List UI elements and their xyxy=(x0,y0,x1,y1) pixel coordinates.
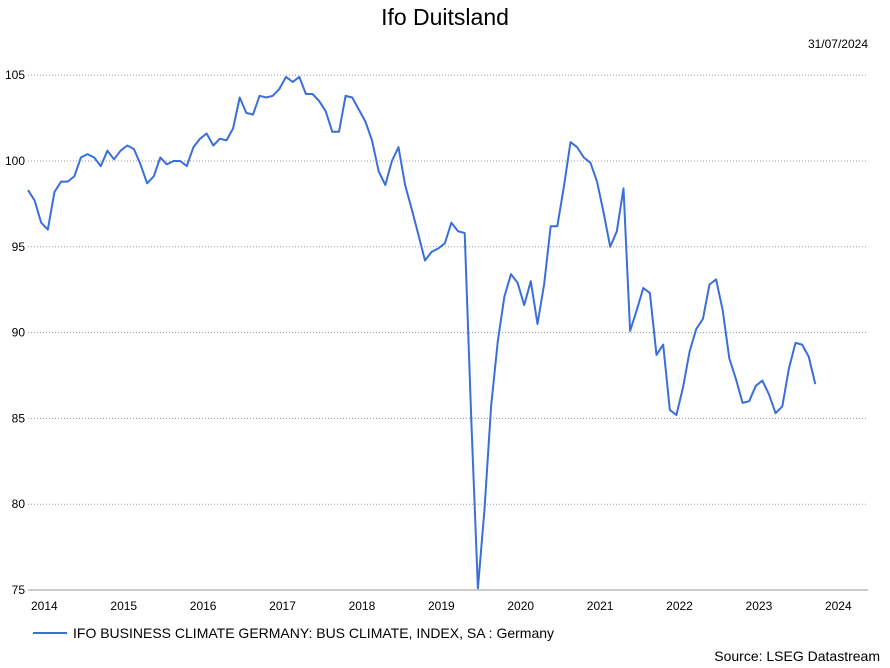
x-tick-label: 2016 xyxy=(190,599,217,613)
y-tick-label: 90 xyxy=(12,326,26,340)
y-tick-label: 75 xyxy=(12,583,26,597)
x-tick-label: 2014 xyxy=(31,599,58,613)
x-tick-label: 2021 xyxy=(587,599,614,613)
y-axis-ticks: 75 80 85 90 95 100 105 xyxy=(5,68,25,597)
x-tick-label: 2017 xyxy=(269,599,296,613)
y-tick-label: 105 xyxy=(5,68,25,82)
series-line xyxy=(27,75,817,590)
x-axis-ticks: 2014 2015 2016 2017 2018 2019 2020 2021 2022 2023… xyxy=(31,599,852,613)
legend-label: IFO BUSINESS CLIMATE GERMANY: BUS CLIMAT… xyxy=(73,625,555,641)
y-tick-label: 95 xyxy=(12,240,26,254)
source-note: Source: LSEG Datastream xyxy=(714,648,880,664)
x-tick-label: 2022 xyxy=(666,599,693,613)
chart-title: Ifo Duitsland xyxy=(381,4,509,30)
y-tick-label: 80 xyxy=(12,497,26,511)
x-tick-label: 2018 xyxy=(349,599,376,613)
legend: IFO BUSINESS CLIMATE GERMANY: BUS CLIMAT… xyxy=(33,625,554,641)
chart-date-label: 31/07/2024 xyxy=(807,37,868,51)
grid-lines xyxy=(28,74,868,591)
x-tick-label: 2015 xyxy=(110,599,137,613)
x-tick-label: 2023 xyxy=(746,599,773,613)
series-layer xyxy=(27,75,817,590)
y-tick-label: 100 xyxy=(5,154,25,168)
x-tick-label: 2019 xyxy=(428,599,455,613)
legend-swatch xyxy=(33,632,67,634)
x-tick-label: 2024 xyxy=(825,599,852,613)
y-tick-label: 85 xyxy=(12,411,26,425)
x-tick-label: 2020 xyxy=(507,599,534,613)
